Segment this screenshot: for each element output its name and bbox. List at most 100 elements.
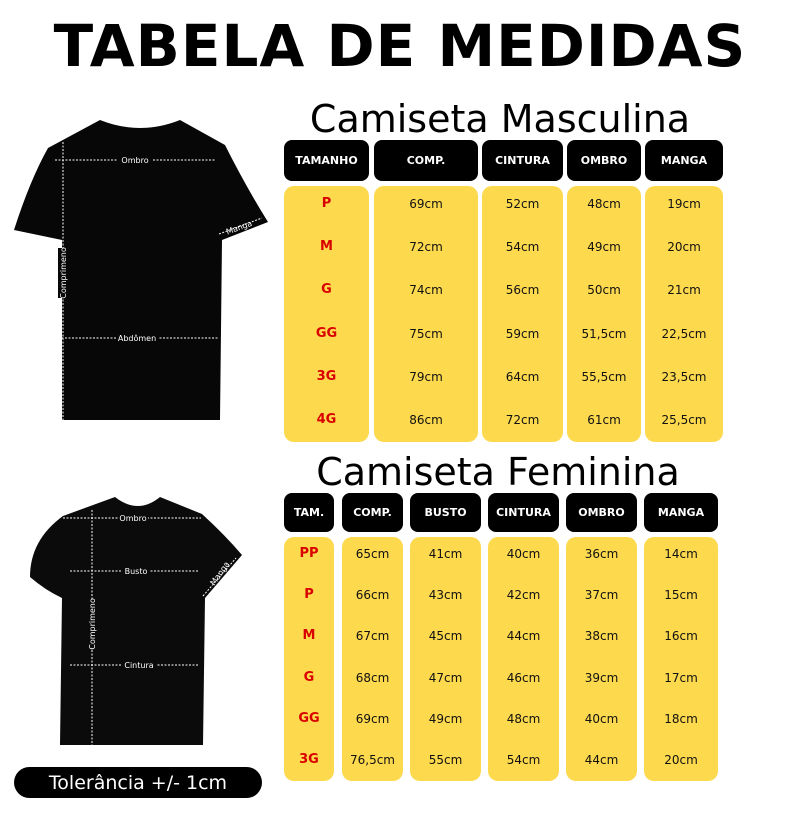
measurement-cell: 20cm — [664, 753, 698, 767]
measurement-cell: 23,5cm — [661, 369, 707, 384]
measurement-cell: 17cm — [664, 670, 698, 685]
measurement-cell: 21cm — [667, 283, 701, 298]
male-shirt-illustration: Ombro Abdômen Comprimeno Manga — [14, 120, 268, 420]
measurement-cell: 49cm — [587, 240, 621, 255]
size-label: GG — [315, 325, 338, 341]
column-header: TAMANHO — [284, 140, 369, 181]
measurement-cell: 41cm — [428, 547, 463, 561]
male-abdomen-label: Abdômen — [118, 333, 156, 343]
female-subtitle: Camiseta Feminina — [316, 450, 680, 494]
measurement-cell: 64cm — [505, 369, 540, 384]
measurement-cell: 48cm — [506, 711, 541, 726]
table-column: PP P M G GG 3G — [284, 537, 334, 781]
measurement-cell: 22,5cm — [661, 326, 707, 341]
column-header: CINTURA — [488, 493, 559, 532]
male-length-label: Comprimeno — [59, 247, 68, 299]
measurement-cell: 72cm — [505, 413, 540, 427]
measurement-cell: 47cm — [428, 670, 463, 685]
column-header: TAM. — [284, 493, 334, 532]
tolerance-badge: Tolerância +/- 1cm — [14, 767, 262, 798]
page-title: TABELA DE MEDIDAS — [53, 12, 747, 80]
measurement-cell: 50cm — [587, 283, 621, 298]
male-subtitle: Camiseta Masculina — [309, 97, 691, 141]
measurement-cell: 42cm — [506, 588, 541, 603]
table-column: 14cm 15cm 16cm 17cm 18cm 20cm — [644, 537, 718, 781]
female-waist-label: Cintura — [124, 661, 153, 670]
measurement-cell: 40cm — [506, 547, 541, 561]
column-header: BUSTO — [410, 493, 481, 532]
male-shirt-shape — [14, 120, 268, 420]
size-label: M — [302, 628, 316, 644]
size-label: GG — [298, 710, 320, 726]
size-label: G — [321, 282, 332, 298]
measurement-cell: 48cm — [587, 197, 621, 211]
female-length-label: Comprimeno — [88, 598, 97, 650]
measurement-cell: 76,5cm — [349, 753, 395, 767]
measurement-cell: 66cm — [355, 588, 390, 603]
measurement-cell: 45cm — [428, 629, 463, 644]
column-header: MANGA — [645, 140, 723, 181]
female-shoulder-label: Ombro — [119, 514, 146, 523]
table-column: P M G GG 3G 4G — [284, 186, 369, 442]
measurement-cell: 72cm — [409, 240, 443, 255]
size-label: P — [321, 196, 332, 211]
measurement-cell: 68cm — [355, 670, 390, 685]
measurement-cell: 51,5cm — [581, 326, 627, 341]
size-label: 3G — [316, 368, 337, 384]
measurement-cell: 79cm — [409, 369, 443, 384]
female-shirt-shape — [30, 497, 242, 745]
table-column: 41cm 43cm 45cm 47cm 49cm 55cm — [410, 537, 481, 781]
measurement-cell: 18cm — [664, 711, 698, 726]
measurement-cell: 74cm — [409, 283, 443, 298]
male-shoulder-label: Ombro — [121, 156, 148, 165]
measurement-cell: 14cm — [664, 547, 698, 561]
measurement-cell: 75cm — [409, 326, 443, 341]
measurement-cell: 55cm — [428, 753, 463, 767]
measurement-cell: 20cm — [667, 240, 701, 255]
measurement-cell: 59cm — [505, 326, 540, 341]
measurement-cell: 67cm — [355, 629, 390, 644]
measurement-cell: 44cm — [506, 629, 541, 644]
measurement-cell: 16cm — [664, 629, 698, 644]
size-label: G — [303, 669, 315, 685]
measurement-cell: 55,5cm — [581, 369, 627, 384]
size-label: M — [320, 239, 333, 255]
measurement-cell: 39cm — [584, 670, 619, 685]
measurement-cell: 46cm — [506, 670, 541, 685]
measurement-cell: 56cm — [505, 283, 540, 298]
table-column: 40cm 42cm 44cm 46cm 48cm 54cm — [488, 537, 559, 781]
table-column: 48cm 49cm 50cm 51,5cm 55,5cm 61cm — [567, 186, 641, 442]
measurement-cell: 25,5cm — [661, 413, 707, 427]
measurement-cell: 69cm — [409, 197, 443, 211]
measurement-cell: 86cm — [409, 413, 443, 427]
table-column: 19cm 20cm 21cm 22,5cm 23,5cm 25,5cm — [645, 186, 723, 442]
column-header: COMP. — [374, 140, 478, 181]
size-label: 3G — [299, 752, 319, 767]
column-header: CINTURA — [482, 140, 563, 181]
measurement-cell: 65cm — [355, 547, 390, 561]
column-header: OMBRO — [566, 493, 637, 532]
table-column: 69cm 72cm 74cm 75cm 79cm 86cm — [374, 186, 478, 442]
table-column: 36cm 37cm 38cm 39cm 40cm 44cm — [566, 537, 637, 781]
size-label: PP — [299, 546, 319, 561]
column-header: MANGA — [644, 493, 718, 532]
measurement-cell: 54cm — [505, 240, 540, 255]
measurement-cell: 52cm — [505, 197, 540, 211]
measurement-cell: 61cm — [587, 413, 621, 427]
measurement-cell: 15cm — [664, 588, 698, 603]
female-shirt-illustration: Ombro Busto Cintura Comprimeno Manga — [30, 497, 242, 745]
measurement-cell: 38cm — [584, 629, 619, 644]
measurement-cell: 36cm — [584, 547, 619, 561]
column-header: OMBRO — [567, 140, 641, 181]
measurement-cell: 43cm — [428, 588, 463, 603]
measurement-cell: 54cm — [506, 753, 541, 767]
measurement-cell: 69cm — [355, 711, 390, 726]
size-label: P — [304, 587, 314, 603]
table-column: 65cm 66cm 67cm 68cm 69cm 76,5cm — [342, 537, 403, 781]
table-column: 52cm 54cm 56cm 59cm 64cm 72cm — [482, 186, 563, 442]
measurement-cell: 19cm — [667, 197, 701, 211]
measurement-cell: 44cm — [584, 753, 619, 767]
measurement-cell: 40cm — [584, 711, 619, 726]
measurement-cell: 37cm — [584, 588, 619, 603]
size-label: 4G — [316, 412, 337, 427]
